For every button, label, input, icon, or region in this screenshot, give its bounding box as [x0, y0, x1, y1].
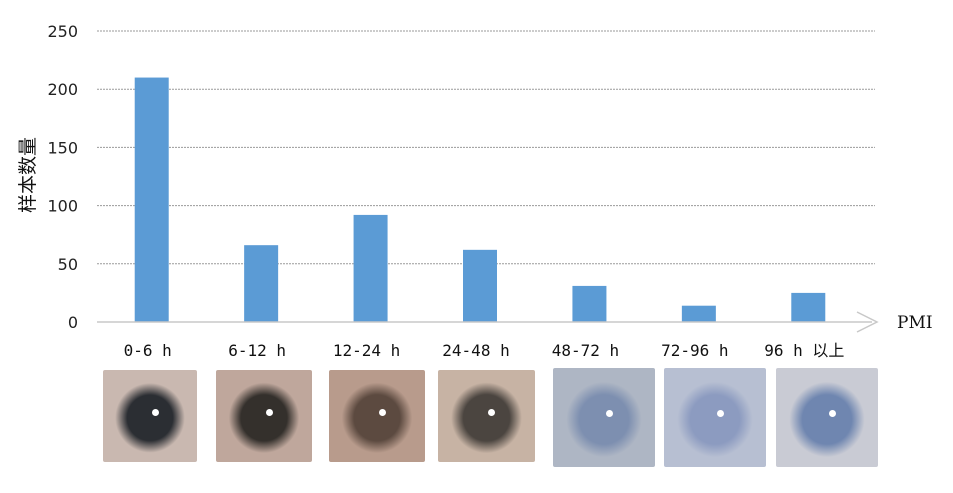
- x-tick-label: 96 h 以上: [764, 341, 844, 360]
- y-tick-label: 250: [47, 22, 78, 41]
- eye-photo-24-48h: [438, 370, 535, 462]
- eye-photo-0-6h: [103, 370, 197, 462]
- eye-photo-72-96h: [664, 368, 766, 467]
- x-tick-label: 72-96 h: [661, 341, 728, 360]
- y-tick-label: 200: [47, 80, 78, 99]
- y-tick-label: 50: [58, 255, 78, 274]
- bar: [572, 285, 607, 322]
- eye-photo-96h-plus: [776, 368, 878, 467]
- x-tick-label: 0-6 h: [124, 341, 172, 360]
- y-axis-ticks: 0 50 100 150 200 250: [47, 22, 78, 332]
- x-tick-label: 12-24 h: [333, 341, 400, 360]
- eye-highlight: [606, 409, 614, 417]
- x-axis-arrow-icon: [856, 311, 879, 333]
- eye-highlight: [717, 409, 725, 417]
- bar: [353, 214, 388, 322]
- x-tick-label: 24-48 h: [442, 341, 509, 360]
- x-tick-label: 48-72 h: [552, 341, 619, 360]
- bar: [463, 249, 497, 322]
- x-category-labels: 0-6 h 6-12 h 12-24 h 24-48 h 48-72 h 72-96 h 9…: [124, 341, 845, 360]
- y-tick-label: 0: [68, 313, 78, 332]
- eye-highlight: [151, 408, 159, 416]
- x-axis-label: PMI: [897, 313, 933, 333]
- eye-highlight: [378, 408, 386, 416]
- y-tick-label: 100: [47, 197, 78, 216]
- eye-photo-48-72h: [553, 368, 655, 467]
- eye-highlight: [829, 409, 837, 417]
- bars: [134, 77, 826, 322]
- y-axis-label: 样本数量: [17, 137, 39, 213]
- gridlines: [97, 30, 875, 265]
- x-tick-label: 6-12 h: [228, 341, 286, 360]
- bar: [244, 245, 279, 322]
- eye-highlight: [265, 408, 273, 416]
- eye-highlight: [488, 408, 496, 416]
- bar: [681, 305, 716, 322]
- y-tick-label: 150: [47, 138, 78, 157]
- eye-photo-6-12h: [216, 370, 312, 462]
- bar: [791, 292, 826, 322]
- x-axis: [97, 311, 879, 333]
- eye-photo-12-24h: [329, 370, 425, 462]
- bar: [134, 77, 169, 322]
